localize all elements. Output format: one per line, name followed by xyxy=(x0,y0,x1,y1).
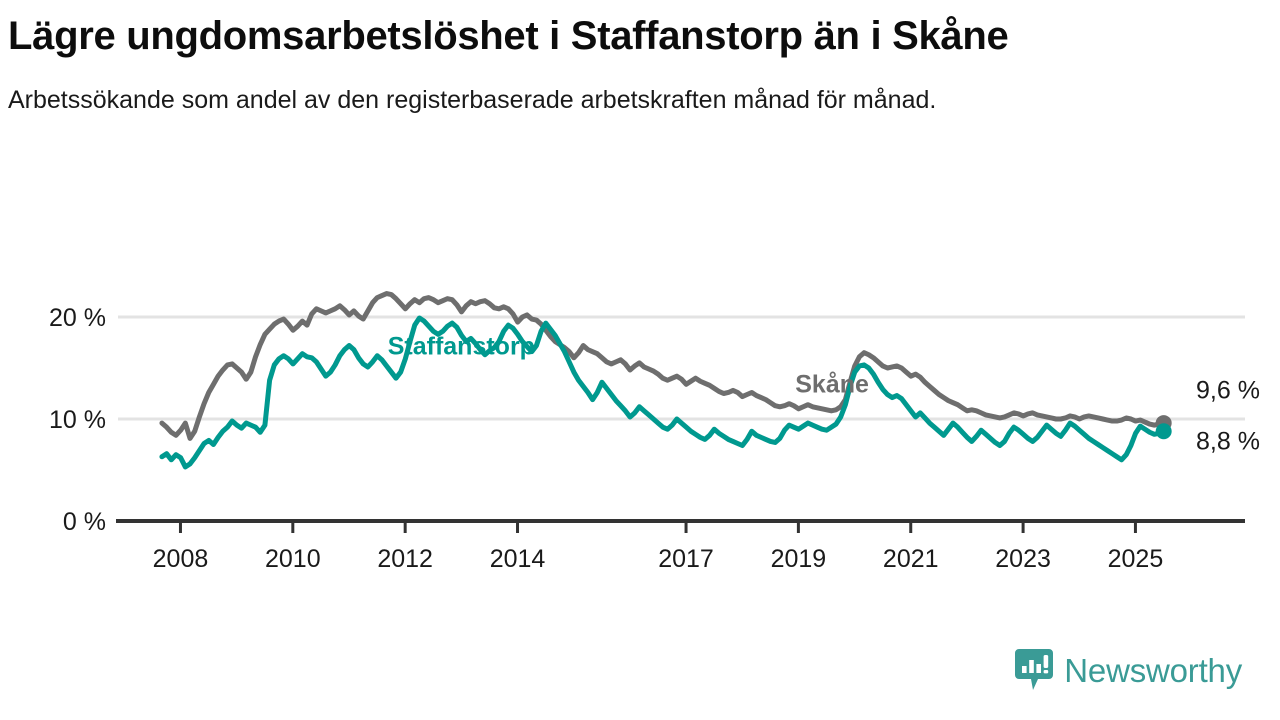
x-tick-label-2019: 2019 xyxy=(771,545,827,573)
series-line-sk-ne xyxy=(159,291,1167,441)
series-line-staffanstorp xyxy=(159,315,1167,470)
page-title: Lägre ungdomsarbetslöshet i Staffanstorp… xyxy=(8,14,1009,58)
skane-inline-label: Skåne xyxy=(795,370,869,398)
y-tick-label-10: 10 % xyxy=(49,406,106,434)
x-tick-label-2008: 2008 xyxy=(153,545,209,573)
x-axis-tick-labels: 2008 2010 2012 2014 2017 2019 2021 2023 2025 xyxy=(153,545,1164,573)
bar-chart-speech-bubble-icon xyxy=(1015,649,1054,690)
y-axis-tick-labels: 0 % 10 % 20 % xyxy=(49,304,106,536)
x-tick-label-2014: 2014 xyxy=(490,545,546,573)
skane-end-value: 9,6 % xyxy=(1196,377,1260,405)
newsworthy-logo[interactable]: Newsworthy xyxy=(1014,648,1242,692)
x-tick-label-2025: 2025 xyxy=(1108,545,1164,573)
staffanstorp-inline-label: Staffanstorp xyxy=(388,333,535,361)
brand-wordmark: Newsworthy xyxy=(1064,651,1242,689)
chart-plot-area: 0 % 10 % 20 % 2008 2010 2012 2014 2017 2019 2021… xyxy=(0,250,1280,590)
staffanstorp-end-value: 8,8 % xyxy=(1196,428,1260,456)
series-lines-group xyxy=(159,291,1167,470)
page-subtitle: Arbetssökande som andel av den registerb… xyxy=(8,85,937,114)
chart-annotations: Staffanstorp Skåne 9,6 % 8,8 % xyxy=(388,333,1260,456)
x-tick-label-2012: 2012 xyxy=(377,545,433,573)
x-axis-group xyxy=(116,519,1245,533)
x-tick-label-2010: 2010 xyxy=(265,545,321,573)
gridlines-group xyxy=(118,315,1245,421)
line-chart: 0 % 10 % 20 % 2008 2010 2012 2014 2017 2019 2021… xyxy=(49,291,1260,573)
y-tick-label-20: 20 % xyxy=(49,304,106,332)
chart-header: Lägre ungdomsarbetslöshet i Staffanstorp… xyxy=(8,14,1238,117)
x-tick-label-2017: 2017 xyxy=(658,545,714,573)
x-tick-label-2023: 2023 xyxy=(995,545,1051,573)
series-endpoint-dots xyxy=(1155,415,1172,440)
y-tick-label-0: 0 % xyxy=(63,508,106,536)
x-tick-label-2021: 2021 xyxy=(883,545,939,573)
chart-footer: Newsworthy xyxy=(0,640,1280,720)
endpoint-dot-staffanstorp xyxy=(1155,423,1172,440)
